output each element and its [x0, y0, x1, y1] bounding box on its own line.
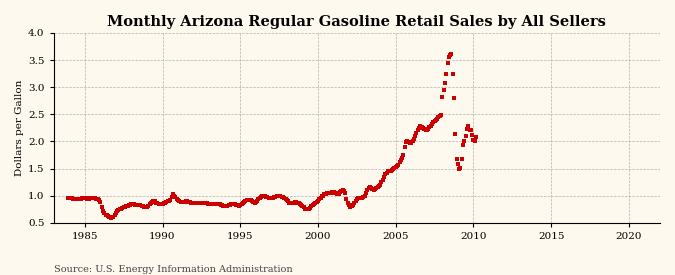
Title: Monthly Arizona Regular Gasoline Retail Sales by All Sellers: Monthly Arizona Regular Gasoline Retail …	[107, 15, 606, 29]
Y-axis label: Dollars per Gallon: Dollars per Gallon	[15, 80, 24, 176]
Text: Source: U.S. Energy Information Administration: Source: U.S. Energy Information Administ…	[54, 265, 293, 274]
